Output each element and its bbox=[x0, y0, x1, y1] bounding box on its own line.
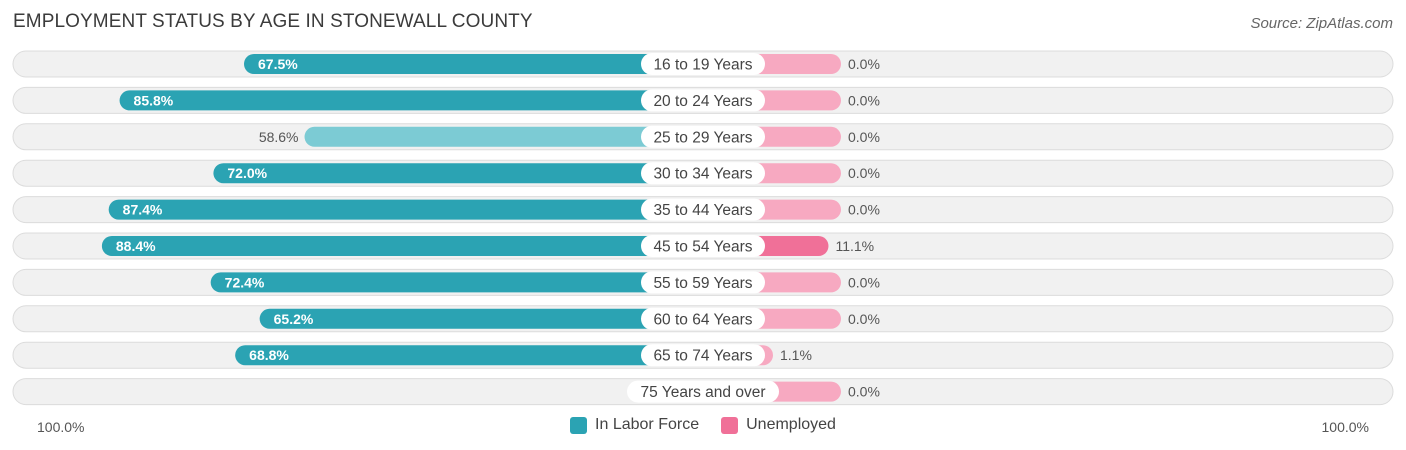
labor-force-value-label: 67.5% bbox=[258, 56, 298, 72]
labor-force-bar bbox=[235, 345, 703, 366]
labor-force-bar bbox=[213, 163, 703, 184]
legend-swatch-labor-force bbox=[570, 416, 588, 434]
category-label-pill bbox=[641, 344, 765, 367]
labor-force-value-label: 58.6% bbox=[259, 129, 299, 145]
category-label-pill bbox=[641, 53, 765, 75]
category-label-pill bbox=[641, 307, 765, 330]
legend-label-unemployed: Unemployed bbox=[746, 416, 836, 433]
chart-title: EMPLOYMENT STATUS BY AGE IN STONEWALL CO… bbox=[13, 11, 533, 32]
category-label-pill bbox=[641, 235, 765, 257]
labor-force-value-label: 88.4% bbox=[116, 238, 156, 254]
category-label: 45 to 54 Years bbox=[653, 239, 752, 256]
labor-force-value-label: 85.8% bbox=[134, 92, 174, 108]
category-label: 55 to 59 Years bbox=[653, 275, 752, 292]
legend-item-unemployed[interactable]: Unemployed bbox=[721, 416, 836, 434]
labor-force-bar bbox=[210, 272, 703, 293]
category-label: 60 to 64 Years bbox=[653, 311, 752, 328]
labor-force-value-label: 87.4% bbox=[123, 202, 163, 218]
labor-force-bar bbox=[108, 199, 704, 220]
chart-svg: 67.5% 0.0% 16 to 19 Years 85.8% 0.0% 20 to 24… bbox=[12, 50, 1394, 406]
labor-force-value-label: 65.2% bbox=[274, 311, 314, 327]
source-label: Source: ZipAtlas.com bbox=[1250, 15, 1393, 32]
category-label: 30 to 34 Years bbox=[653, 166, 752, 183]
legend-item-labor-force[interactable]: In Labor Force bbox=[570, 416, 699, 434]
unemployed-value-label: 0.0% bbox=[848, 56, 880, 72]
category-label: 35 to 44 Years bbox=[653, 202, 752, 219]
category-label-pill bbox=[641, 125, 765, 148]
labor-force-bar bbox=[304, 126, 703, 147]
unemployed-value-label: 0.0% bbox=[848, 274, 880, 290]
category-label: 25 to 29 Years bbox=[653, 129, 752, 146]
category-label: 20 to 24 Years bbox=[653, 93, 752, 110]
category-label-pill bbox=[641, 271, 765, 294]
unemployed-value-label: 0.0% bbox=[848, 129, 880, 145]
unemployed-value-label: 11.1% bbox=[835, 238, 874, 254]
labor-force-bar bbox=[244, 54, 703, 74]
unemployed-value-label: 0.0% bbox=[848, 202, 880, 218]
labor-force-value-label: 72.0% bbox=[227, 165, 267, 181]
category-label: 65 to 74 Years bbox=[653, 348, 752, 365]
category-label-pill bbox=[641, 198, 765, 221]
unemployed-value-label: 0.0% bbox=[848, 92, 880, 108]
category-label-pill bbox=[641, 89, 765, 112]
unemployed-value-label: 0.0% bbox=[848, 311, 880, 327]
labor-force-bar bbox=[101, 236, 703, 256]
category-label: 75 Years and over bbox=[641, 384, 766, 401]
legend: In Labor Force Unemployed bbox=[0, 416, 1406, 434]
axis-right-label: 100.0% bbox=[1321, 419, 1369, 435]
category-label-pill bbox=[641, 162, 765, 185]
legend-swatch-unemployed bbox=[721, 416, 739, 434]
category-label-pill bbox=[627, 380, 779, 403]
category-label: 16 to 19 Years bbox=[653, 57, 752, 74]
labor-force-value-label: 68.8% bbox=[249, 347, 289, 363]
unemployed-value-label: 0.0% bbox=[848, 165, 880, 181]
axis-left-label: 100.0% bbox=[37, 419, 85, 435]
unemployed-value-label: 0.0% bbox=[848, 384, 880, 400]
legend-label-labor-force: In Labor Force bbox=[595, 416, 700, 433]
labor-force-value-label: 72.4% bbox=[225, 274, 265, 290]
labor-force-bar bbox=[119, 90, 703, 111]
unemployed-value-label: 1.1% bbox=[780, 347, 812, 363]
labor-force-bar bbox=[259, 308, 703, 329]
